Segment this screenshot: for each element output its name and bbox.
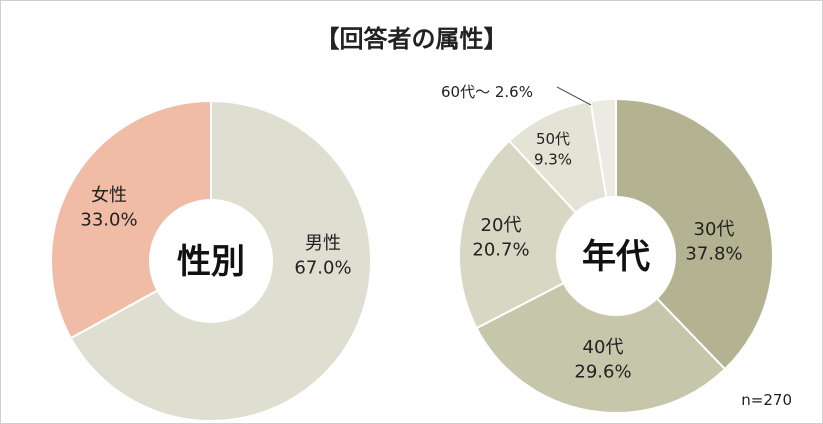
pie-slice <box>475 254 727 414</box>
sample-size-label: n=270 <box>741 391 792 409</box>
pie-slice <box>458 139 618 330</box>
slice-category-label: 男性 <box>305 233 341 254</box>
pie-slice <box>615 97 774 371</box>
slice-value-label: 37.8% <box>685 243 742 264</box>
slice-category-label: 50代 <box>536 130 570 148</box>
slice-label: 60代～ 2.6% <box>441 83 533 101</box>
slice-category-label: 30代 <box>694 219 735 240</box>
donut-hole <box>149 199 273 323</box>
slice-value-label: 20.7% <box>472 239 529 260</box>
slice-value-label: 33.0% <box>80 209 137 230</box>
donut-center-label: 年代 <box>582 237 650 277</box>
donut-center-label: 性別 <box>177 242 245 282</box>
slice-category-label: 20代 <box>481 215 522 236</box>
slice-category-label: 40代 <box>583 337 624 358</box>
chart-title: 【回答者の属性】 <box>315 25 508 53</box>
donut-hole <box>556 196 676 316</box>
slice-value-label: 29.6% <box>574 361 631 382</box>
leader-line <box>556 86 592 106</box>
slice-value-label: 67.0% <box>294 257 351 278</box>
slice-category-label: 女性 <box>91 185 127 206</box>
slice-value-label: 9.3% <box>534 150 572 168</box>
